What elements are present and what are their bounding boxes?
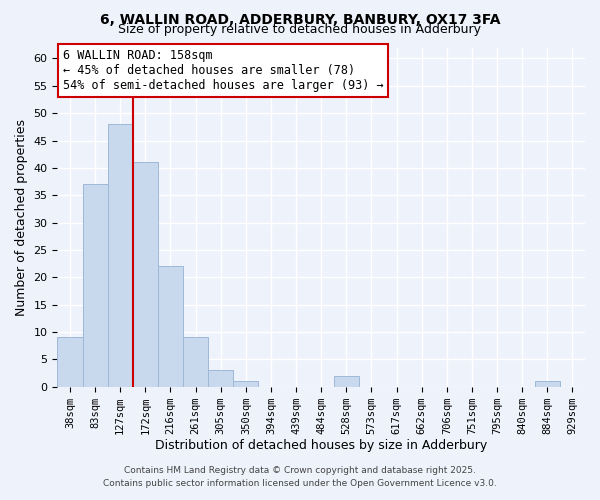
Text: 6, WALLIN ROAD, ADDERBURY, BANBURY, OX17 3FA: 6, WALLIN ROAD, ADDERBURY, BANBURY, OX17… [100, 12, 500, 26]
Bar [183, 338, 208, 386]
Bar [233, 382, 259, 386]
Bar [133, 162, 158, 386]
Bar [535, 382, 560, 386]
Bar [107, 124, 133, 386]
Bar [334, 376, 359, 386]
Y-axis label: Number of detached properties: Number of detached properties [15, 118, 28, 316]
Text: Contains HM Land Registry data © Crown copyright and database right 2025.
Contai: Contains HM Land Registry data © Crown c… [103, 466, 497, 487]
X-axis label: Distribution of detached houses by size in Adderbury: Distribution of detached houses by size … [155, 440, 487, 452]
Text: Size of property relative to detached houses in Adderbury: Size of property relative to detached ho… [119, 24, 482, 36]
Bar [208, 370, 233, 386]
Bar [158, 266, 183, 386]
Bar [58, 338, 83, 386]
Text: 6 WALLIN ROAD: 158sqm
← 45% of detached houses are smaller (78)
54% of semi-deta: 6 WALLIN ROAD: 158sqm ← 45% of detached … [62, 49, 383, 92]
Bar [83, 184, 107, 386]
